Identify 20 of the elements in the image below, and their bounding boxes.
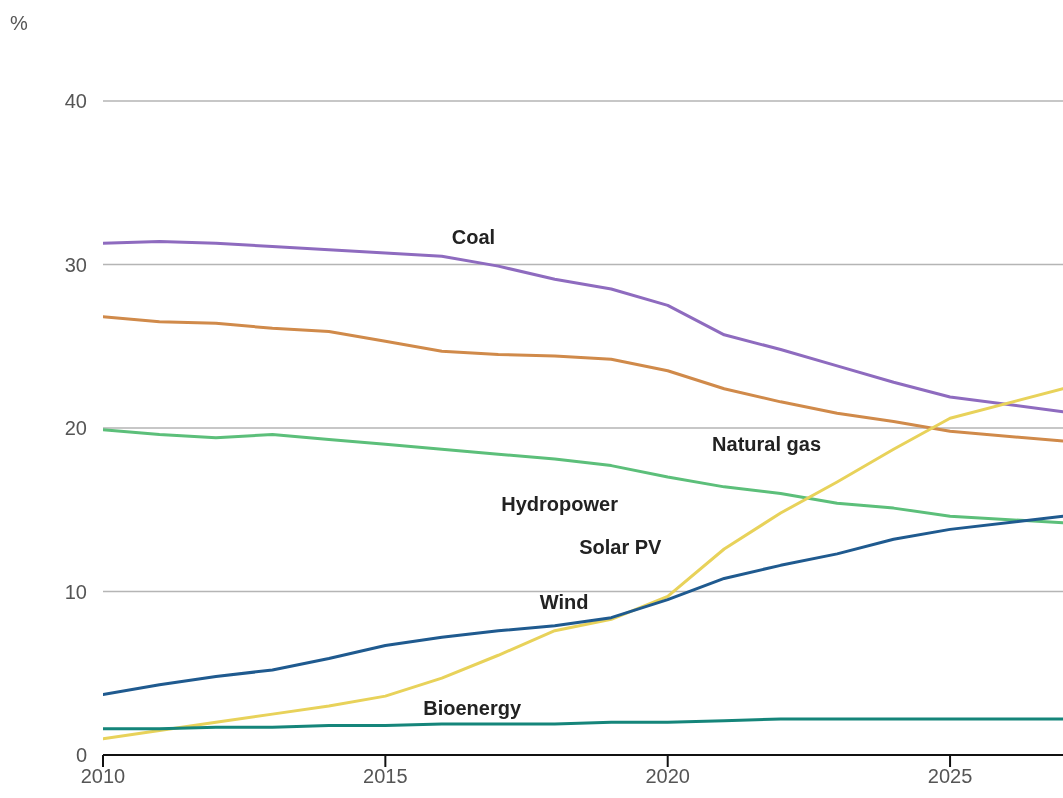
y-tick-label: 20 bbox=[64, 417, 87, 440]
y-tick-label: 40 bbox=[64, 90, 87, 113]
series-label: Hydropower bbox=[501, 492, 619, 515]
y-tick-label: 30 bbox=[64, 253, 87, 276]
series-label: Wind bbox=[539, 591, 589, 614]
y-tick-label: 10 bbox=[64, 580, 87, 603]
y-tick-label: 0 bbox=[75, 744, 87, 767]
line-series bbox=[103, 428, 1063, 525]
series-label: Coal bbox=[451, 225, 496, 248]
x-tick-label: 2020 bbox=[645, 765, 690, 788]
x-tick-label: 2010 bbox=[80, 765, 126, 788]
x-tick-label: 2025 bbox=[927, 765, 973, 788]
series-label: Solar PV bbox=[579, 536, 663, 559]
x-tick-label: 2015 bbox=[363, 765, 408, 788]
y-axis-title: % bbox=[10, 12, 28, 35]
line-series bbox=[103, 387, 1063, 741]
line-series bbox=[103, 514, 1063, 697]
series-label: Bioenergy bbox=[423, 697, 522, 720]
line-series bbox=[103, 717, 1063, 731]
series-label: Natural gas bbox=[712, 432, 822, 455]
